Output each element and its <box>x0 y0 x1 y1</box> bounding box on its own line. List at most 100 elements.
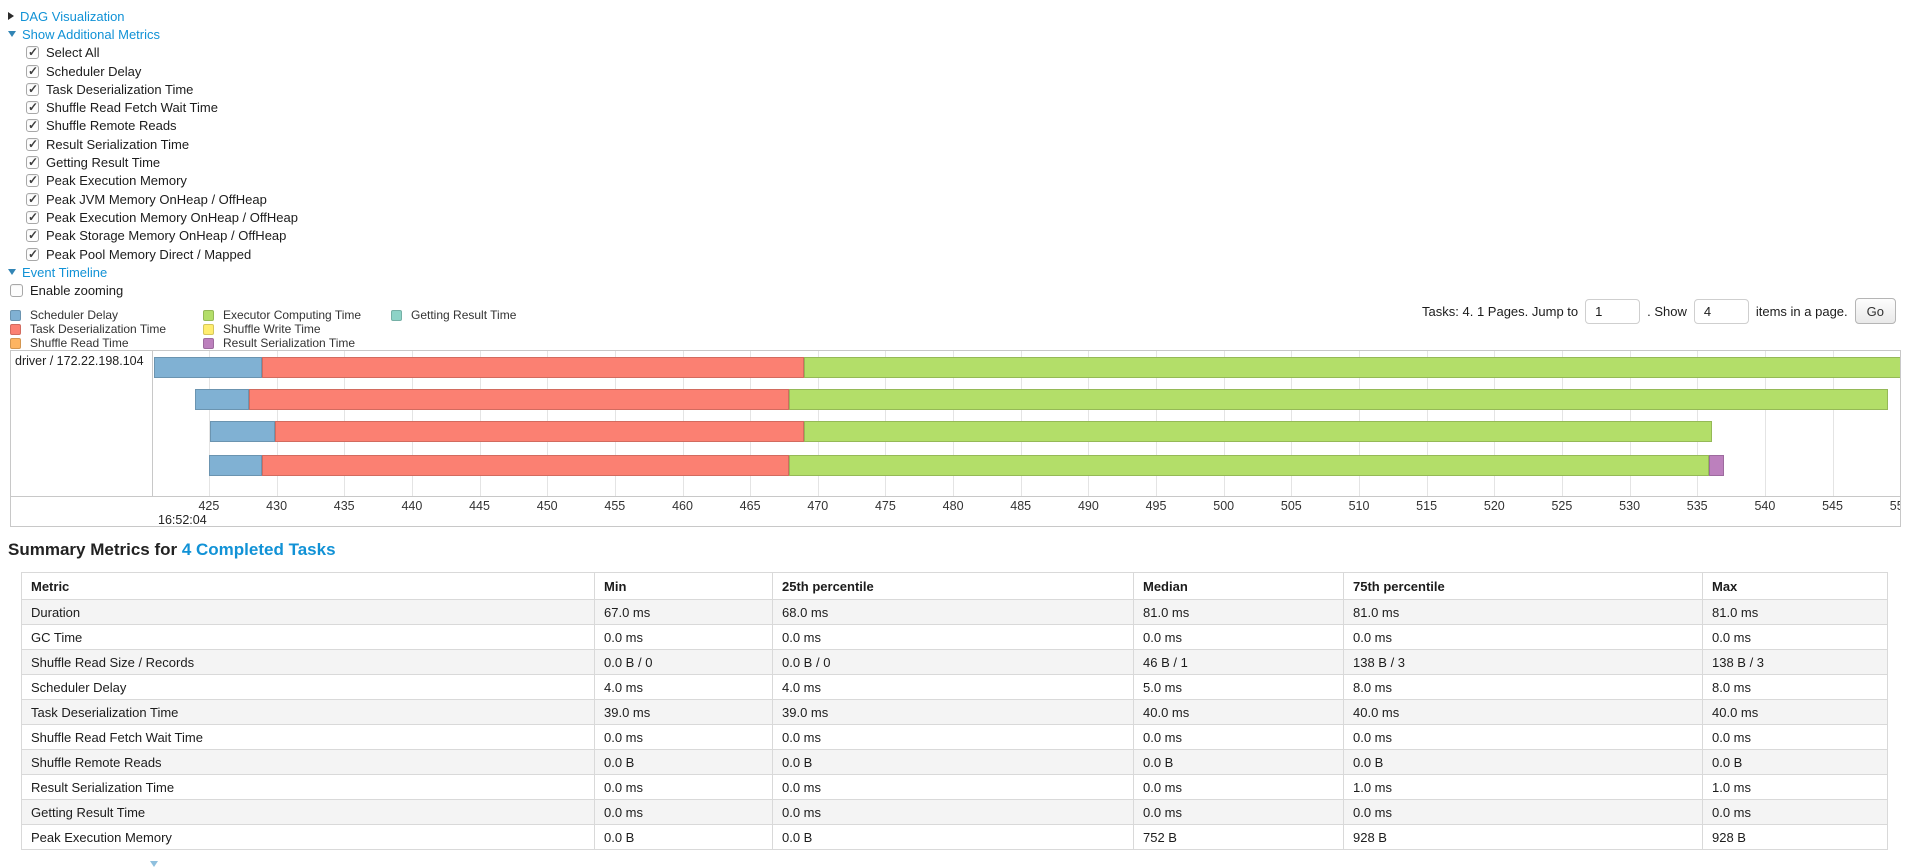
metric-checkbox-row-11[interactable]: Peak Pool Memory Direct / Mapped <box>8 245 298 263</box>
additional-metrics-checkbox-list: Select All Scheduler Delay Task Deserializ… <box>8 44 298 264</box>
summary-table-row: Shuffle Read Size / Records 0.0 B / 0 0.0 … <box>21 649 1888 675</box>
metric-checkbox[interactable] <box>26 82 39 96</box>
metric-checkbox-row-9[interactable]: Peak Execution Memory OnHeap / OffHeap <box>8 208 298 226</box>
metric-value-cell: 0.0 ms <box>1133 799 1344 825</box>
tick-label: 550 <box>1889 499 1900 513</box>
task-segment-scheduler_delay[interactable] <box>208 455 262 476</box>
task-bar-0[interactable] <box>154 357 1900 378</box>
tick-label: 535 <box>1686 499 1708 513</box>
tick-label: 515 <box>1416 499 1438 513</box>
task-segment-executor_computing[interactable] <box>789 389 1888 410</box>
task-segment-scheduler_delay[interactable] <box>154 357 262 378</box>
tick-label: 435 <box>333 499 355 513</box>
legend-label: Getting Result Time <box>411 308 517 323</box>
jump-to-page-input[interactable] <box>1585 298 1641 324</box>
summary-col-header: Metric <box>21 572 595 600</box>
metric-value-cell: 0.0 B / 0 <box>594 649 773 675</box>
dag-visualization-label: DAG Visualization <box>20 8 125 24</box>
event-timeline-label: Event Timeline <box>22 264 108 280</box>
pagination-text-after: items in a page. <box>1755 303 1848 319</box>
task-segment-task_deserialization[interactable] <box>275 421 805 442</box>
summary-col-header: 75th percentile <box>1343 572 1703 600</box>
summary-col-header: Min <box>594 572 773 600</box>
metric-checkbox[interactable] <box>26 100 39 115</box>
task-segment-executor_computing[interactable] <box>804 421 1713 442</box>
summary-metrics-table: Metric Min 25th percentile Median 75th perce… <box>21 572 1888 850</box>
task-segment-executor_computing[interactable] <box>789 455 1710 476</box>
metric-checkbox-row-4[interactable]: Shuffle Remote Reads <box>8 117 298 135</box>
tick-label: 530 <box>1619 499 1641 513</box>
metric-name-cell: Shuffle Read Size / Records <box>21 649 595 675</box>
metric-value-cell: 0.0 B <box>772 749 1134 775</box>
task-segment-scheduler_delay[interactable] <box>195 389 250 410</box>
gridline <box>1764 351 1766 496</box>
metric-checkbox[interactable] <box>26 192 39 206</box>
summary-table-header-row: Metric Min 25th percentile Median 75th perce… <box>21 572 1888 600</box>
metric-value-cell: 0.0 ms <box>594 624 773 650</box>
task-segment-task_deserialization[interactable] <box>249 389 790 410</box>
metric-checkbox-row-3[interactable]: Shuffle Read Fetch Wait Time <box>8 98 298 116</box>
metric-checkbox-row-5[interactable]: Result Serialization Time <box>8 135 298 153</box>
metric-value-cell: 0.0 B <box>594 824 773 850</box>
summary-table-row: Duration 67.0 ms 68.0 ms 81.0 ms 81.0 ms 81.0… <box>21 599 1888 625</box>
summary-table-row: Task Deserialization Time 39.0 ms 39.0 ms 4… <box>21 699 1888 725</box>
metric-checkbox-row-7[interactable]: Peak Execution Memory <box>8 172 298 190</box>
metric-checkbox-label: Peak Execution Memory <box>46 173 187 189</box>
metric-checkbox[interactable] <box>26 45 39 60</box>
metric-name-cell: Peak Execution Memory <box>21 824 595 850</box>
task-bar-2[interactable] <box>210 421 1713 442</box>
metric-name-cell: Scheduler Delay <box>21 674 595 700</box>
metric-checkbox-row-10[interactable]: Peak Storage Memory OnHeap / OffHeap <box>8 227 298 245</box>
metric-checkbox[interactable] <box>26 173 39 188</box>
tick-label: 545 <box>1822 499 1843 513</box>
enable-zooming-checkbox[interactable] <box>10 284 23 298</box>
metric-checkbox-row-6[interactable]: Getting Result Time <box>8 153 298 171</box>
legend-label: Executor Computing Time <box>223 308 362 323</box>
metric-value-cell: 0.0 B / 0 <box>772 649 1134 675</box>
task-segment-scheduler_delay[interactable] <box>210 421 276 442</box>
tick-label: 540 <box>1754 499 1776 513</box>
metric-checkbox-label: Shuffle Read Fetch Wait Time <box>46 100 218 116</box>
event-timeline-toggle[interactable]: Event Timeline <box>8 263 298 281</box>
completed-tasks-link[interactable]: 4 Completed Tasks <box>181 540 336 559</box>
metric-checkbox-row-1[interactable]: Scheduler Delay <box>8 62 298 80</box>
task-segment-task_deserialization[interactable] <box>261 455 790 476</box>
enable-zooming-row[interactable]: Enable zooming <box>8 281 298 299</box>
metric-value-cell: 40.0 ms <box>1702 699 1888 725</box>
tick-label: 430 <box>266 499 288 513</box>
stage-page-controls: DAG Visualization Show Additional Metric… <box>8 7 298 300</box>
task-bar-3[interactable] <box>208 455 1725 476</box>
task_deserialization-swatch-icon <box>10 323 21 335</box>
metric-value-cell: 0.0 B <box>772 824 1134 850</box>
tick-label: 505 <box>1280 499 1302 513</box>
summary-col-header: 25th percentile <box>772 572 1134 600</box>
metric-checkbox[interactable] <box>26 118 39 133</box>
metric-checkbox[interactable] <box>26 210 39 224</box>
metric-value-cell: 928 B <box>1702 824 1888 850</box>
task-segment-task_deserialization[interactable] <box>261 357 805 378</box>
metric-checkbox-row-8[interactable]: Peak JVM Memory OnHeap / OffHeap <box>8 190 298 208</box>
metric-value-cell: 0.0 ms <box>772 799 1134 825</box>
metric-checkbox-row-0[interactable]: Select All <box>8 44 298 62</box>
metric-value-cell: 0.0 ms <box>594 774 773 800</box>
metric-checkbox[interactable] <box>26 64 39 78</box>
metric-checkbox-row-2[interactable]: Task Deserialization Time <box>8 80 298 98</box>
metric-checkbox[interactable] <box>26 228 39 243</box>
shuffle_read-swatch-icon <box>10 337 21 349</box>
metric-checkbox[interactable] <box>26 137 39 151</box>
task-pagination: Tasks: 4. 1 Pages. Jump to . Show items … <box>1422 297 1896 325</box>
metric-value-cell: 0.0 ms <box>772 724 1134 750</box>
go-button[interactable]: Go <box>1854 298 1896 324</box>
executor_computing-swatch-icon <box>203 309 214 321</box>
metric-checkbox[interactable] <box>26 247 39 261</box>
summary-table-row: Getting Result Time 0.0 ms 0.0 ms 0.0 ms 0.0… <box>21 799 1888 825</box>
task-bar-1[interactable] <box>195 389 1888 410</box>
metric-checkbox[interactable] <box>26 155 39 170</box>
dag-visualization-toggle[interactable]: DAG Visualization <box>8 7 298 25</box>
show-additional-metrics-toggle[interactable]: Show Additional Metrics <box>8 25 298 43</box>
metric-value-cell: 39.0 ms <box>594 699 773 725</box>
task-segment-executor_computing[interactable] <box>804 357 1900 378</box>
items-per-page-input[interactable] <box>1693 298 1749 324</box>
task-segment-result_serialization[interactable] <box>1709 455 1725 476</box>
metric-checkbox-label: Select All <box>46 45 100 61</box>
